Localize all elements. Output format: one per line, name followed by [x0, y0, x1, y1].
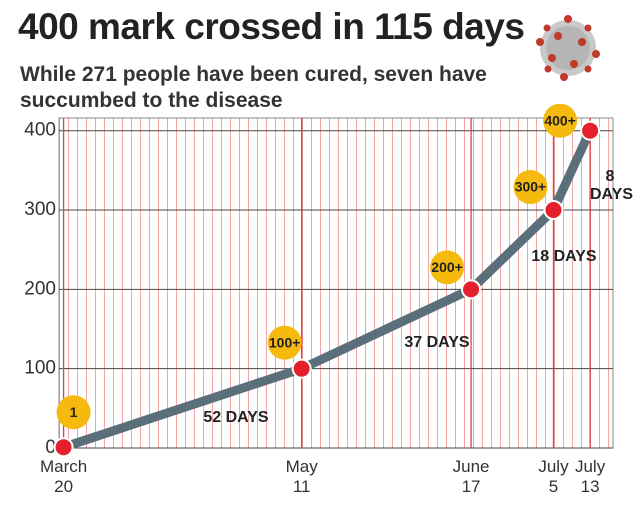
x-tick-label: June 17	[452, 457, 490, 496]
y-tick-label: 200	[24, 278, 56, 299]
y-tick-label: 100	[24, 358, 56, 379]
interval-annotation: 52 DAYS	[203, 409, 269, 426]
x-tick-label: July 5	[538, 457, 569, 496]
y-tick-label: 400	[24, 120, 56, 141]
value-label: 100+	[269, 334, 301, 350]
point	[291, 358, 312, 379]
point	[580, 120, 601, 141]
interval-annotation: 18 DAYS	[531, 248, 597, 265]
virus-icon	[536, 15, 600, 81]
value-label: 1	[70, 404, 78, 420]
chart-subtitle: While 271 people have been cured, seven …	[20, 63, 487, 112]
badge	[267, 325, 302, 360]
badge	[543, 103, 578, 138]
point	[543, 200, 564, 221]
value-label: 400+	[544, 112, 576, 128]
minor-grid	[59, 118, 613, 448]
value-label: 300+	[515, 179, 547, 195]
interval-annotation: 37 DAYS	[404, 334, 470, 351]
badge	[56, 395, 91, 430]
interval-annotation: 8 DAYS	[590, 168, 633, 203]
x-tick-label: May 11	[285, 457, 318, 496]
y-tick-label: 0	[45, 437, 56, 458]
x-tick-label: July 13	[574, 457, 606, 496]
point	[461, 279, 482, 300]
chart-title: 400 mark crossed in 115 days	[18, 6, 525, 47]
badge	[513, 170, 548, 205]
x-tick-label: March 20	[39, 457, 88, 496]
y-tick-label: 300	[24, 199, 56, 220]
badge	[430, 250, 465, 285]
value-label: 200+	[431, 259, 463, 275]
point	[53, 437, 74, 458]
